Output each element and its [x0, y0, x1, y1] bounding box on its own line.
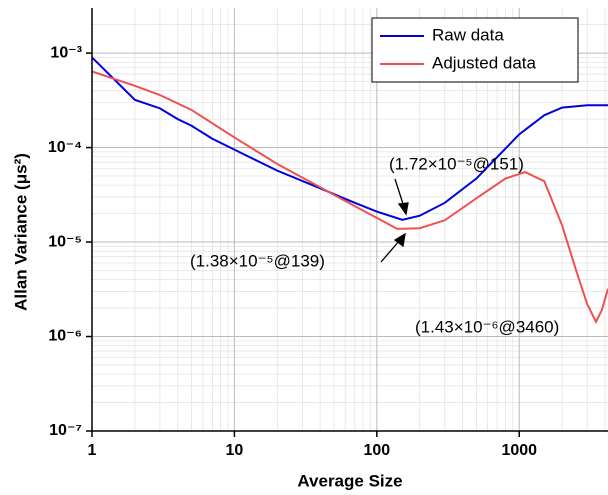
x-tick-label: 1000	[501, 442, 537, 459]
y-axis-title: Allan Variance (μs²)	[11, 153, 30, 311]
y-tick-label: 10⁻⁴	[48, 139, 82, 156]
x-tick-label: 10	[226, 442, 244, 459]
legend-label: Raw data	[432, 25, 504, 44]
x-tick-label: 100	[363, 442, 390, 459]
y-tick-label: 10⁻⁶	[48, 328, 82, 345]
legend-label: Adjusted data	[432, 53, 537, 72]
x-tick-label: 1	[88, 442, 97, 459]
legend-box	[371, 17, 579, 83]
arrow-head	[397, 202, 409, 216]
x-axis-title: Average Size	[297, 471, 402, 490]
y-tick-label: 10⁻⁵	[48, 233, 82, 250]
annotation: (1.38×10⁻⁵@139)	[190, 251, 325, 270]
arrow	[394, 178, 405, 208]
plot-area	[92, 56, 608, 325]
series-line	[92, 70, 608, 325]
y-tick-label: 10⁻³	[50, 44, 82, 61]
arrow	[380, 239, 401, 263]
annotation: (1.72×10⁻⁵@151)	[389, 154, 524, 173]
arrows	[380, 178, 409, 263]
y-tick-label: 10⁻⁷	[49, 422, 82, 439]
arrow-head	[393, 232, 406, 248]
series-line	[92, 56, 608, 221]
axes: 1 10 100 1000 10⁻⁷ 10⁻⁶ 10⁻⁵ 10⁻⁴ 10⁻³	[48, 8, 608, 459]
annotation: (1.43×10⁻⁶@3460)	[415, 317, 559, 336]
